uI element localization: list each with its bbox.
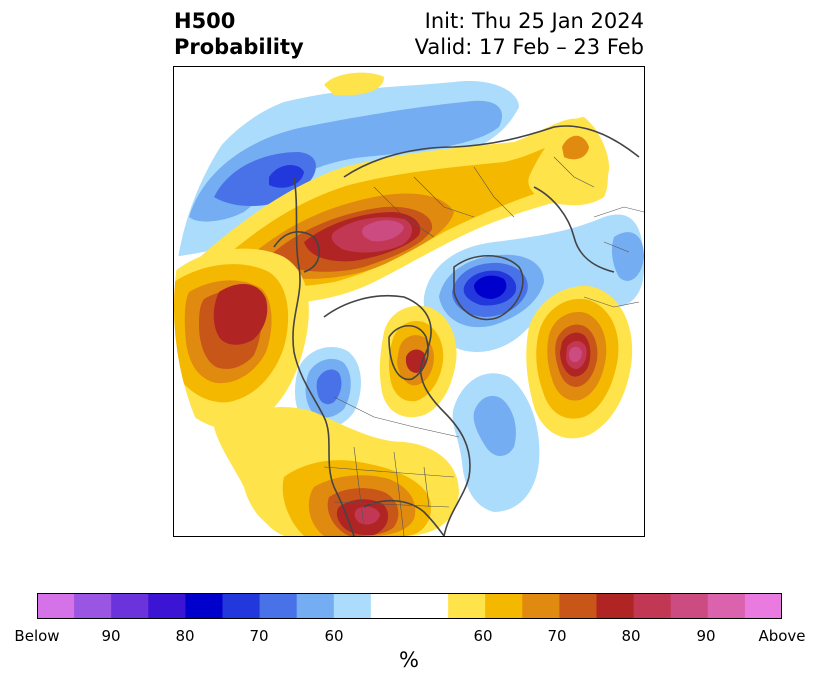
colorbar-swatch [370, 593, 449, 619]
map-title-right: Init: Thu 25 Jan 2024 Valid: 17 Feb – 23… [415, 8, 644, 60]
colorbar-swatch [185, 593, 223, 619]
colorbar-tick-above-60: 60 [473, 627, 493, 645]
coastline-arctic-canada [323, 294, 471, 536]
anomaly-above-main-90 [362, 220, 404, 242]
coastline-greenland [453, 255, 524, 321]
anomaly-below-east-edge [611, 232, 644, 281]
anomaly-above-west-80 [213, 283, 268, 345]
colorbar-tick-below-90: 90 [101, 627, 121, 645]
map-title-left: H500 Probability [174, 8, 304, 60]
colorbar-swatch [37, 593, 75, 619]
colorbar-tick-above-80: 80 [621, 627, 641, 645]
colorbar-swatch [296, 593, 335, 619]
colorbar-tick-above-70: 70 [547, 627, 567, 645]
colorbar-tick-above: Above [758, 627, 806, 645]
title-valid-range: Valid: 17 Feb – 23 Feb [414, 35, 644, 59]
colorbar-tick-below: Below [14, 627, 60, 645]
anomaly-below-atlantic-65 [473, 395, 516, 456]
anomaly-below-center-85 [474, 275, 507, 299]
colorbar-frame [37, 593, 782, 619]
colorbar-swatch [596, 593, 635, 619]
title-init-date: Init: Thu 25 Jan 2024 [424, 9, 644, 33]
colorbar-tick-below-70: 70 [249, 627, 269, 645]
anomaly-above-top-patch [324, 72, 384, 96]
colorbar-swatch [744, 593, 782, 619]
polar-map-panel [173, 66, 645, 537]
colorbar-unit-label: % [399, 648, 419, 672]
title-variable: H500 [174, 9, 236, 33]
coastline-north-america [292, 176, 355, 536]
colorbar-swatch [333, 593, 372, 619]
political-borders [323, 156, 644, 536]
coastlines [273, 125, 640, 536]
anomaly-above-europe-90 [569, 346, 582, 363]
colorbar-tick-above-90: 90 [696, 627, 716, 645]
colorbar-swatch [111, 593, 149, 619]
colorbar-swatch [522, 593, 560, 619]
anomaly-above-usa-85 [354, 506, 380, 525]
colorbar-tick-below-60: 60 [324, 627, 344, 645]
colorbar-swatch [148, 593, 186, 619]
colorbar-swatch [259, 593, 298, 619]
colorbar-swatches [37, 593, 782, 619]
colorbar-swatch [222, 593, 261, 619]
colorbar-tick-below-80: 80 [175, 627, 195, 645]
colorbar [37, 593, 782, 619]
colorbar-swatch [485, 593, 523, 619]
coastline-gulf [363, 499, 445, 536]
title-product: Probability [174, 35, 304, 59]
anomaly-above-ne-70 [562, 135, 589, 160]
colorbar-swatch [448, 593, 486, 619]
colorbar-swatch [74, 593, 112, 619]
projection-corner-mask [174, 67, 334, 237]
coastline-scandinavia [533, 186, 615, 273]
colorbar-swatch [707, 593, 746, 619]
probability-map [174, 67, 644, 536]
coastline-eurasia [343, 125, 640, 178]
coastline-hudson-bay [388, 324, 429, 381]
colorbar-swatch [670, 593, 709, 619]
coastline-alaska [273, 231, 320, 273]
anomaly-above-ne-60 [528, 117, 608, 206]
colorbar-swatch [633, 593, 672, 619]
colorbar-swatch [559, 593, 597, 619]
anomaly-below-westcanada-70 [316, 369, 342, 405]
